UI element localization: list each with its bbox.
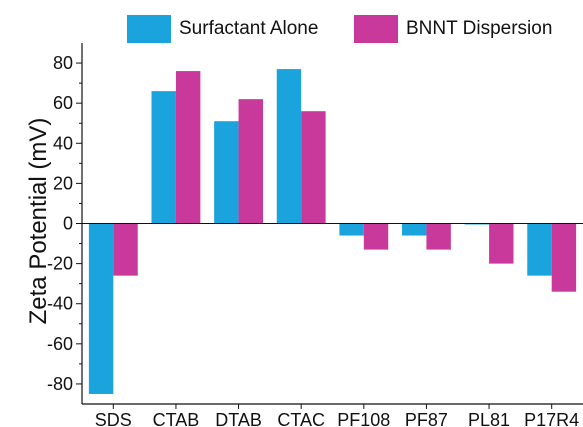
bar-surfactant-alone-ctab — [151, 91, 176, 224]
bars — [88, 69, 577, 394]
bar-surfactant-alone-pf87 — [402, 223, 427, 236]
bar-bnnt-dispersion-pf87 — [426, 223, 451, 250]
legend-item-surfactant-alone: Surfactant Alone — [127, 14, 318, 44]
x-tick-label-pf108: PF108 — [337, 410, 390, 427]
bar-bnnt-dispersion-sds — [113, 223, 138, 276]
y-axis-label: Zeta Potential (mV) — [25, 118, 52, 325]
bar-bnnt-dispersion-p17r4 — [551, 223, 577, 292]
y-tick-label: -20 — [47, 254, 73, 274]
legend-swatch-bnnt-dispersion — [354, 15, 398, 43]
y-tick-label: 80 — [53, 53, 73, 73]
bar-surfactant-alone-pl81 — [464, 223, 490, 225]
x-tick-label-ctab: CTAB — [153, 410, 200, 427]
legend-label-surfactant-alone: Surfactant Alone — [179, 18, 319, 39]
bar-surfactant-alone-dtab — [214, 121, 239, 224]
bar-bnnt-dispersion-pl81 — [489, 223, 514, 264]
bar-bnnt-dispersion-ctac — [301, 111, 326, 224]
x-tick-label-p17r4: P17R4 — [524, 410, 579, 427]
x-tick-label-dtab: DTAB — [215, 410, 262, 427]
legend: Surfactant Alone BNNT Dispersion — [0, 14, 583, 44]
y-tick-label: 0 — [63, 214, 73, 234]
y-tick-label: -80 — [47, 374, 73, 394]
bar-surfactant-alone-pf108 — [339, 223, 364, 236]
legend-label-bnnt-dispersion: BNNT Dispersion — [406, 18, 553, 39]
bar-surfactant-alone-sds — [88, 223, 114, 394]
x-tick-label-sds: SDS — [95, 410, 132, 427]
x-tick-label-ctac: CTAC — [277, 410, 325, 427]
bar-surfactant-alone-p17r4 — [527, 223, 552, 276]
legend-item-bnnt-dispersion: BNNT Dispersion — [354, 14, 552, 44]
y-tick-label: 60 — [53, 93, 73, 113]
y-tick-label: -60 — [47, 334, 73, 354]
y-tick-label: -40 — [47, 294, 73, 314]
bar-bnnt-dispersion-ctab — [175, 71, 201, 224]
legend-swatch-surfactant-alone — [127, 15, 171, 43]
y-tick-label: 40 — [53, 133, 73, 153]
bar-surfactant-alone-ctac — [276, 69, 302, 224]
x-ticks: SDS CTAB DTAB CTAC PF108 PF87 PL81 P17R4 — [95, 404, 579, 427]
bar-bnnt-dispersion-pf108 — [363, 223, 389, 250]
x-tick-label-pl81: PL81 — [468, 410, 510, 427]
bar-bnnt-dispersion-dtab — [238, 99, 263, 224]
y-tick-label: 20 — [53, 173, 73, 193]
x-tick-label-pf87: PF87 — [405, 410, 448, 427]
y-ticks: 80 60 40 20 0 -20 -40 -60 -80 — [47, 53, 82, 394]
